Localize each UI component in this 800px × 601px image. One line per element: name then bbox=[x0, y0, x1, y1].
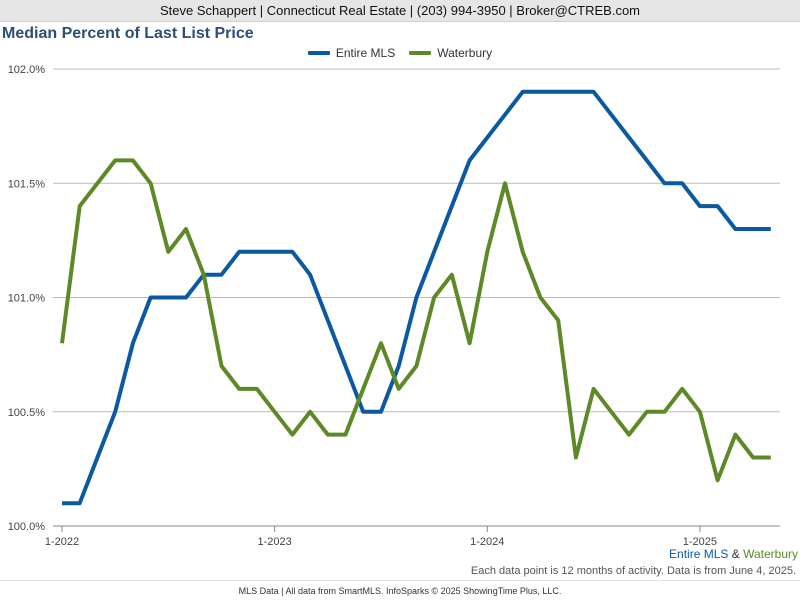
legend-label-waterbury: Waterbury bbox=[437, 46, 493, 60]
legend-swatch-entire-mls bbox=[307, 51, 330, 55]
series-caption-entire-mls: Entire MLS bbox=[669, 547, 729, 561]
x-tick-label: 1-2025 bbox=[683, 536, 717, 548]
x-tick-label: 1-2022 bbox=[45, 536, 79, 548]
y-tick-label: 102.0% bbox=[8, 64, 46, 76]
chart-title: Median Percent of Last List Price bbox=[2, 25, 254, 42]
legend-item-waterbury[interactable]: Waterbury bbox=[409, 46, 492, 60]
y-tick-label: 100.0% bbox=[8, 521, 46, 533]
y-tick-label: 100.5% bbox=[8, 407, 46, 419]
legend-label-entire-mls: Entire MLS bbox=[335, 46, 396, 60]
series-caption: Entire MLS & Waterbury bbox=[669, 547, 798, 561]
agent-banner: Steve Schappert | Connecticut Real Estat… bbox=[0, 0, 800, 22]
legend-item-entire-mls[interactable]: Entire MLS bbox=[307, 46, 396, 60]
series-line-waterbury bbox=[60, 158, 771, 483]
series-caption-ampersand: & bbox=[731, 547, 740, 561]
source-credit: MLS Data | All data from SmartMLS. InfoS… bbox=[0, 580, 800, 601]
legend-swatch-waterbury bbox=[409, 51, 432, 55]
y-tick-label: 101.0% bbox=[8, 293, 46, 305]
x-tick-label: 1-2024 bbox=[470, 536, 504, 548]
chart-legend: Entire MLS Waterbury bbox=[0, 45, 800, 61]
y-tick-label: 101.5% bbox=[8, 178, 46, 190]
x-tick-label: 1-2023 bbox=[258, 536, 292, 548]
data-footnote: Each data point is 12 months of activity… bbox=[470, 565, 796, 577]
series-line-entire-mls bbox=[62, 89, 771, 506]
series-caption-waterbury: Waterbury bbox=[743, 547, 798, 561]
